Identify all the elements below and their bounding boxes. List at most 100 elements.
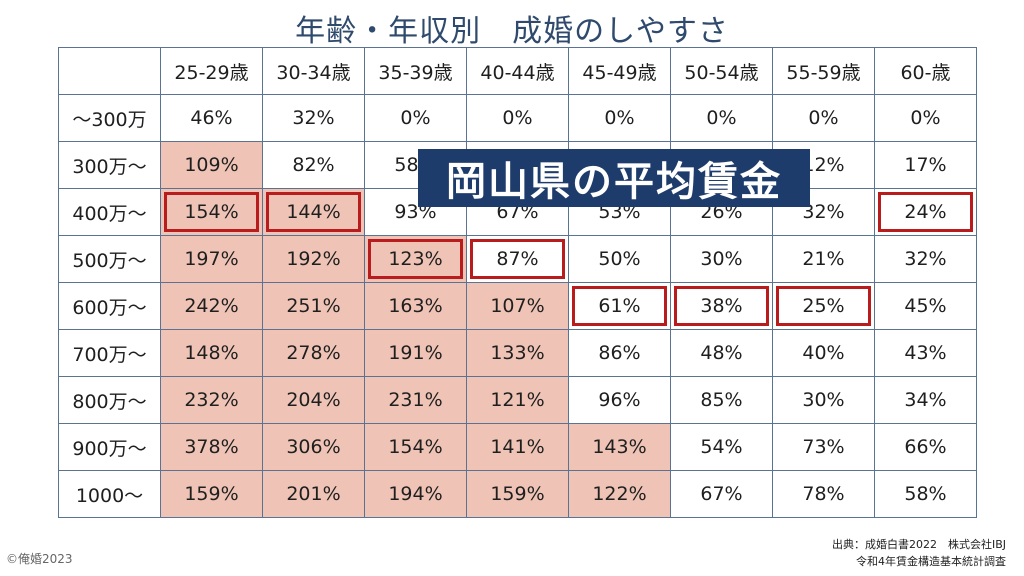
page-title: 年齢・年収別 成婚のしやすさ [295, 14, 729, 49]
table-cell: 66% [874, 423, 977, 471]
table-cell: 159% [466, 470, 569, 518]
cell-value: 32% [292, 107, 335, 129]
table-cell: 163% [364, 282, 467, 330]
table-cell: 141% [466, 423, 569, 471]
column-header: 35-39歳 [364, 47, 467, 95]
cell-value: 78% [802, 483, 845, 505]
cell-value: 133% [490, 342, 545, 364]
cell-value: 32% [904, 248, 947, 270]
cell-value: 143% [592, 436, 647, 458]
cell-value: 141% [490, 436, 545, 458]
cell-value: 163% [388, 295, 443, 317]
column-header: 25-29歳 [160, 47, 263, 95]
cell-value: 12% [802, 154, 845, 176]
cell-value: 154% [388, 436, 443, 458]
row-header: 〜300万 [58, 94, 161, 142]
table-cell: 86% [568, 329, 671, 377]
table-cell: 242% [160, 282, 263, 330]
column-header: 30-34歳 [262, 47, 365, 95]
table-row: 1000〜 159% 201% 194% 159% 122% 67% 78% 58% [58, 470, 977, 518]
cell-value: 159% [184, 483, 239, 505]
cell-value: 159% [490, 483, 545, 505]
header-row: 25-29歳 30-34歳 35-39歳 40-44歳 45-49歳 50-54歳 55-5… [58, 47, 977, 95]
table-cell: 85% [670, 376, 773, 424]
table-cell: 121% [466, 376, 569, 424]
row-header: 500万〜 [58, 235, 161, 283]
cell-value: 45% [904, 295, 947, 317]
cell-value: 32% [802, 201, 845, 223]
table-cell: 122% [568, 470, 671, 518]
table-row: 〜300万 46% 32% 0% 0% 0% 0% 0% 0% [58, 94, 977, 142]
table-cell: 32% [262, 94, 365, 142]
boxed-cell-value: 25% [773, 283, 874, 329]
row-header: 1000〜 [58, 470, 161, 518]
table-cell: 154% [160, 188, 263, 236]
table-cell: 25% [772, 282, 875, 330]
table-cell: 0% [670, 94, 773, 142]
table-row: 600万〜 242% 251% 163% 107% 61% 38% 25% 45% [58, 282, 977, 330]
table-cell: 58% [874, 470, 977, 518]
boxed-cell-value: 61% [569, 283, 670, 329]
table-cell: 34% [874, 376, 977, 424]
cell-value: 191% [388, 342, 443, 364]
table-cell: 96% [568, 376, 671, 424]
cell-value: 242% [184, 295, 239, 317]
table-cell: 159% [160, 470, 263, 518]
table-cell: 148% [160, 329, 263, 377]
copyright-text: ©俺婚2023 [6, 552, 73, 566]
table-cell: 231% [364, 376, 467, 424]
corner-cell [58, 47, 161, 95]
cell-value: 148% [184, 342, 239, 364]
cell-value: 0% [706, 107, 737, 129]
okayama-average-wage-banner: 岡山県の平均賃金 [418, 149, 810, 207]
cell-value: 86% [598, 342, 641, 364]
cell-value: 46% [190, 107, 233, 129]
table-cell: 0% [364, 94, 467, 142]
table-cell: 143% [568, 423, 671, 471]
boxed-cell-value: 144% [263, 189, 364, 235]
cell-value: 0% [808, 107, 839, 129]
table-cell: 197% [160, 235, 263, 283]
table-cell: 378% [160, 423, 263, 471]
cell-value: 0% [910, 107, 941, 129]
row-header: 700万〜 [58, 329, 161, 377]
cell-value: 48% [700, 342, 743, 364]
cell-value: 85% [700, 389, 743, 411]
table-cell: 123% [364, 235, 467, 283]
source-note: 出典：成婚白書2022 株式会社IBJ 令和4年賃金構造基本統計調査 [832, 536, 1006, 570]
cell-value: 67% [700, 483, 743, 505]
table-cell: 194% [364, 470, 467, 518]
cell-value: 251% [286, 295, 341, 317]
table-cell: 43% [874, 329, 977, 377]
table-row: 700万〜 148% 278% 191% 133% 86% 48% 40% 43% [58, 329, 977, 377]
table-row: 500万〜 197% 192% 123% 87% 50% 30% 21% 32% [58, 235, 977, 283]
marriage-rate-table: 25-29歳 30-34歳 35-39歳 40-44歳 45-49歳 50-54歳 55-5… [58, 47, 977, 518]
cell-value: 378% [184, 436, 239, 458]
cell-value: 121% [490, 389, 545, 411]
cell-value: 0% [400, 107, 431, 129]
table-cell: 87% [466, 235, 569, 283]
table-cell: 32% [874, 235, 977, 283]
row-header: 300万〜 [58, 141, 161, 189]
table-cell: 204% [262, 376, 365, 424]
table-cell: 17% [874, 141, 977, 189]
table-cell: 38% [670, 282, 773, 330]
row-header: 400万〜 [58, 188, 161, 236]
cell-value: 96% [598, 389, 641, 411]
cell-value: 201% [286, 483, 341, 505]
row-header: 800万〜 [58, 376, 161, 424]
table-cell: 21% [772, 235, 875, 283]
table-row: 800万〜 232% 204% 231% 121% 96% 85% 30% 34% [58, 376, 977, 424]
table-cell: 93% [364, 188, 467, 236]
table-cell: 40% [772, 329, 875, 377]
boxed-cell-value: 24% [875, 189, 976, 235]
table-cell: 278% [262, 329, 365, 377]
table-row: 900万〜 378% 306% 154% 141% 143% 54% 73% 66% [58, 423, 977, 471]
table-cell: 192% [262, 235, 365, 283]
table-cell: 30% [670, 235, 773, 283]
cell-value: 82% [292, 154, 335, 176]
table-cell: 45% [874, 282, 977, 330]
cell-value: 30% [802, 389, 845, 411]
cell-value: 306% [286, 436, 341, 458]
table-cell: 54% [670, 423, 773, 471]
